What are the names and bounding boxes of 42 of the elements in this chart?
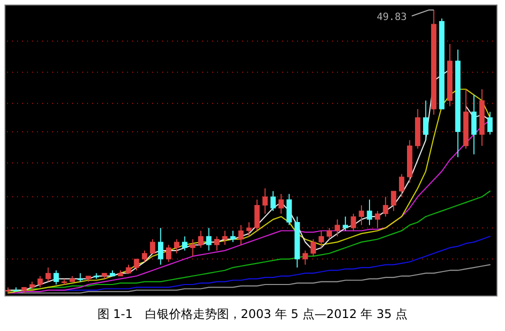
candlestick bbox=[254, 199, 260, 232]
candlestick bbox=[166, 244, 172, 262]
candlestick bbox=[286, 193, 292, 226]
candlestick bbox=[278, 193, 284, 214]
text: 图 1-1 白银价格走势图，2003 年 5 点—2012 年 35 点 bbox=[97, 307, 408, 321]
candlestick bbox=[326, 227, 332, 240]
candlestick bbox=[366, 199, 372, 226]
candlestick bbox=[222, 230, 228, 246]
candlestick bbox=[382, 196, 388, 218]
candlestick bbox=[150, 238, 156, 254]
candlestick bbox=[174, 238, 180, 254]
annotation: 49.83 bbox=[376, 12, 407, 23]
candlestick bbox=[374, 210, 380, 228]
candlestick bbox=[134, 258, 140, 271]
candlestick bbox=[13, 286, 19, 292]
candlestick bbox=[262, 188, 268, 214]
candlestick bbox=[182, 236, 188, 252]
candlestick bbox=[142, 250, 148, 262]
candlestick bbox=[471, 94, 477, 155]
candlestick bbox=[246, 222, 252, 237]
candlestick bbox=[46, 267, 51, 282]
candlestick bbox=[230, 230, 236, 243]
candlestick bbox=[310, 238, 316, 257]
candlestick bbox=[54, 270, 59, 286]
candlestick bbox=[423, 100, 428, 141]
candlestick bbox=[342, 216, 348, 232]
candlestick bbox=[37, 276, 43, 288]
candlestick bbox=[398, 174, 404, 198]
candlestick bbox=[158, 227, 164, 266]
candlestick bbox=[350, 213, 356, 232]
candlestick bbox=[334, 218, 340, 237]
candlestick bbox=[390, 190, 396, 212]
candlestick bbox=[214, 236, 220, 252]
candlestick bbox=[190, 238, 196, 257]
candlestick bbox=[302, 250, 308, 266]
candlestick bbox=[270, 190, 276, 212]
candlestick bbox=[318, 230, 324, 248]
candlestick bbox=[358, 204, 364, 226]
candlestick bbox=[198, 230, 204, 248]
candlestick bbox=[238, 224, 244, 246]
candlestick bbox=[487, 111, 493, 136]
candlestick bbox=[206, 227, 212, 252]
